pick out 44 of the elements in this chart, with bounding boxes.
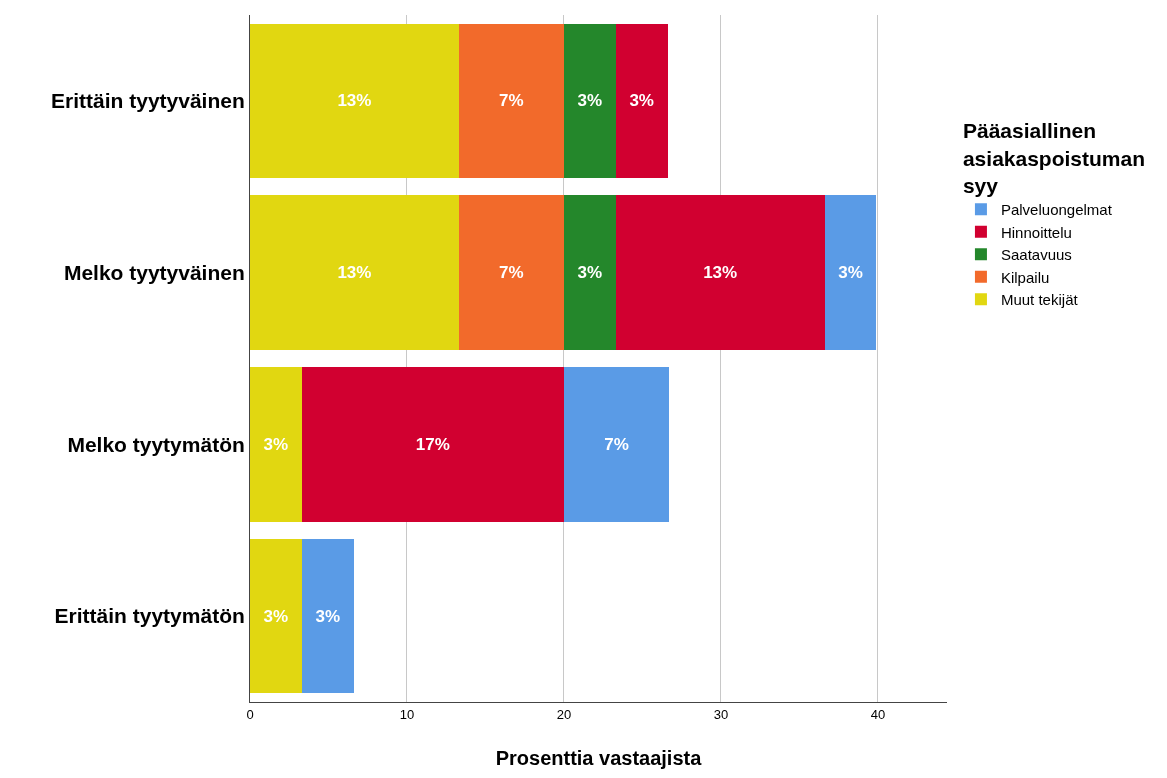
bar	[824, 195, 877, 350]
bar	[250, 538, 302, 694]
bar	[301, 538, 354, 694]
legend-label: Hinnoittelu	[1000, 223, 1072, 241]
data-label: 3%	[263, 606, 289, 626]
x-axis-title: Prosenttia vastaajista	[495, 747, 703, 770]
legend-label: Saatavuus	[1000, 246, 1072, 264]
bar	[301, 367, 564, 522]
y-tick-label: Erittäin tyytymätön	[54, 604, 245, 628]
data-label: 3%	[263, 434, 289, 454]
y-tick-label: Erittäin tyytyväinen	[51, 89, 245, 113]
bar	[250, 367, 302, 522]
legend-label: Kilpailu	[1000, 268, 1050, 286]
x-tick-label: 0	[246, 706, 254, 722]
bar	[615, 23, 668, 179]
data-label: 3%	[629, 91, 654, 111]
data-label: 3%	[577, 263, 603, 283]
y-tick-label: Melko tyytymätön	[67, 432, 245, 456]
data-label: 7%	[604, 434, 629, 454]
y-tick-label: Melko tyytyväinen	[63, 260, 245, 284]
x-tick-label: 40	[870, 706, 886, 722]
bar	[563, 367, 670, 522]
bar	[563, 23, 616, 179]
legend-label: Muut tekijät	[1000, 291, 1079, 309]
legend-label: Palveluongelmat	[1000, 201, 1113, 219]
legend-title: Pääasiallinen asiakaspoistuman syy	[962, 119, 1146, 198]
data-label: 13%	[703, 263, 738, 283]
bar	[458, 23, 564, 179]
data-label: 13%	[337, 91, 372, 111]
x-tick-label: 30	[713, 706, 729, 722]
data-label: 3%	[838, 263, 863, 283]
data-label: 17%	[415, 434, 450, 454]
x-tick-label: 10	[399, 706, 415, 722]
data-label: 13%	[337, 263, 372, 283]
bar	[458, 195, 564, 350]
bar	[250, 195, 459, 350]
bar	[563, 195, 616, 350]
data-label: 7%	[499, 91, 524, 111]
bar	[250, 23, 459, 179]
bar	[615, 195, 825, 350]
data-label: 3%	[577, 91, 603, 111]
x-tick-label: 20	[556, 706, 572, 722]
data-label: 7%	[499, 263, 524, 283]
data-label: 3%	[315, 606, 340, 626]
